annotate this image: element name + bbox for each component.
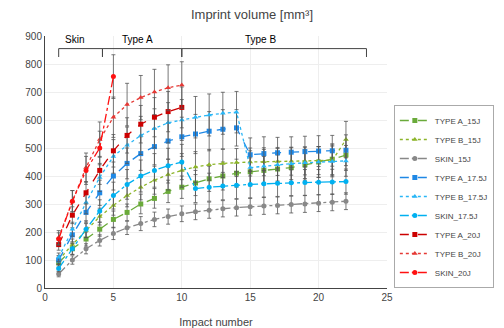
- svg-text:25: 25: [381, 292, 393, 303]
- svg-text:TYPE A_15J: TYPE A_15J: [435, 117, 480, 126]
- svg-text:SKIN_20J: SKIN_20J: [435, 269, 471, 278]
- svg-text:SKIN_15J: SKIN_15J: [435, 155, 471, 164]
- svg-text:500: 500: [25, 143, 42, 154]
- svg-text:SKIN_17.5J: SKIN_17.5J: [435, 212, 478, 221]
- svg-text:TYPE A_17.5J: TYPE A_17.5J: [435, 174, 487, 183]
- svg-text:Imprint volume [mm³]: Imprint volume [mm³]: [191, 7, 313, 22]
- svg-text:700: 700: [25, 87, 42, 98]
- svg-text:15: 15: [245, 292, 257, 303]
- svg-text:400: 400: [25, 171, 42, 182]
- svg-text:200: 200: [25, 227, 42, 238]
- svg-text:10: 10: [176, 292, 188, 303]
- svg-text:600: 600: [25, 115, 42, 126]
- svg-text:TYPE B_15J: TYPE B_15J: [435, 136, 481, 145]
- svg-text:5: 5: [111, 292, 117, 303]
- svg-text:Skin: Skin: [65, 34, 84, 45]
- svg-text:20: 20: [313, 292, 325, 303]
- svg-text:Type A: Type A: [122, 34, 153, 45]
- svg-text:0: 0: [36, 283, 42, 294]
- svg-text:Impact number: Impact number: [179, 316, 253, 328]
- svg-text:Type B: Type B: [245, 34, 276, 45]
- svg-text:TYPE A_20J: TYPE A_20J: [435, 231, 480, 240]
- svg-text:0: 0: [42, 292, 48, 303]
- svg-text:TYPE B_17.5J: TYPE B_17.5J: [435, 193, 487, 202]
- svg-text:TYPE B_20J: TYPE B_20J: [435, 250, 481, 259]
- svg-text:300: 300: [25, 199, 42, 210]
- svg-text:100: 100: [25, 255, 42, 266]
- svg-text:800: 800: [25, 59, 42, 70]
- svg-text:900: 900: [25, 31, 42, 42]
